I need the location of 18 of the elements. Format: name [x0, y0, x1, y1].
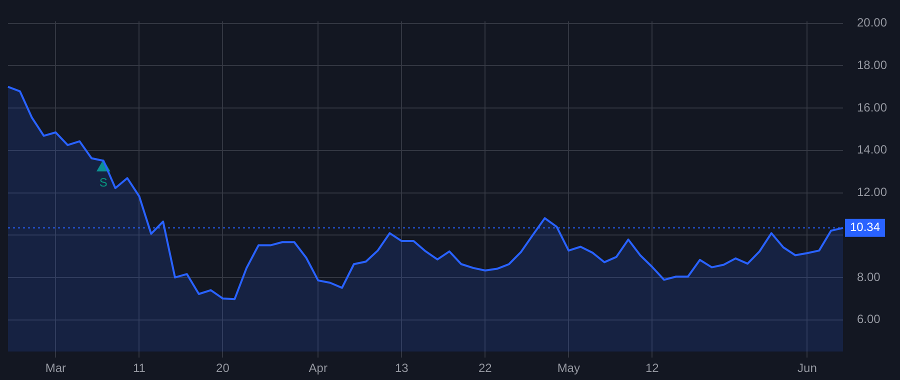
- x-tick-label: Apr: [308, 361, 328, 376]
- y-tick-label: 8.00: [857, 270, 881, 284]
- annotation: S: [99, 176, 108, 190]
- x-tick-label: Jun: [798, 361, 817, 376]
- y-tick-label: 20.00: [857, 16, 888, 30]
- y-tick-label: 14.00: [857, 142, 888, 157]
- ref-line-label: 10.34: [850, 220, 880, 234]
- x-tick-label: 11: [132, 361, 146, 376]
- y-tick-label: 12.00: [857, 185, 888, 200]
- x-tick-label: 13: [394, 361, 409, 376]
- y-tick-label: 6.00: [857, 312, 881, 326]
- x-tick-label: May: [557, 361, 580, 376]
- x-tick-label: 12: [645, 361, 660, 376]
- y-tick-label: 16.00: [857, 100, 888, 114]
- y-tick-label: 18.00: [857, 58, 888, 72]
- x-tick-label: 22: [478, 361, 492, 376]
- x-tick-label: Mar: [45, 361, 66, 376]
- x-tick-label: 20: [216, 361, 230, 376]
